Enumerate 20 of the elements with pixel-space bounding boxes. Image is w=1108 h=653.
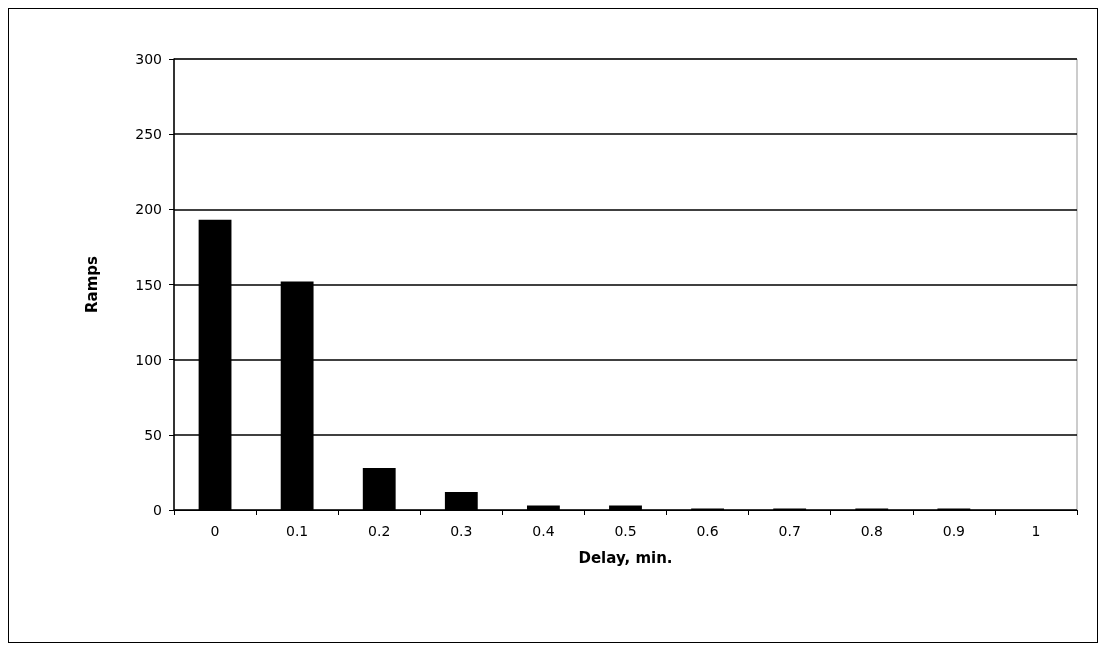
x-tick-label: 0.1 [286, 523, 309, 539]
x-tick-label: 0.8 [860, 523, 883, 539]
x-tick-label: 0.2 [368, 523, 391, 539]
x-tick-label: 0.7 [778, 523, 801, 539]
y-tick-label: 100 [135, 351, 162, 368]
y-tick-label: 0 [153, 502, 162, 518]
x-tick-label: 0 [210, 523, 220, 539]
y-tick-label: 50 [144, 426, 162, 443]
x-tick-label: 0.9 [942, 523, 965, 539]
x-tick-label: 1 [1031, 523, 1041, 539]
y-axis-title: Ramps [82, 255, 101, 313]
x-tick-label: 0.4 [532, 523, 555, 539]
y-tick-label: 300 [135, 51, 162, 67]
x-tick-label: 0.3 [450, 523, 473, 539]
y-tick-label: 200 [135, 201, 162, 218]
y-tick-label: 150 [135, 276, 162, 293]
y-tick-label: 250 [135, 126, 162, 143]
x-tick-label: 0.6 [696, 523, 719, 539]
x-axis-title: Delay, min. [578, 548, 673, 567]
x-tick-label: 0.5 [614, 523, 637, 539]
